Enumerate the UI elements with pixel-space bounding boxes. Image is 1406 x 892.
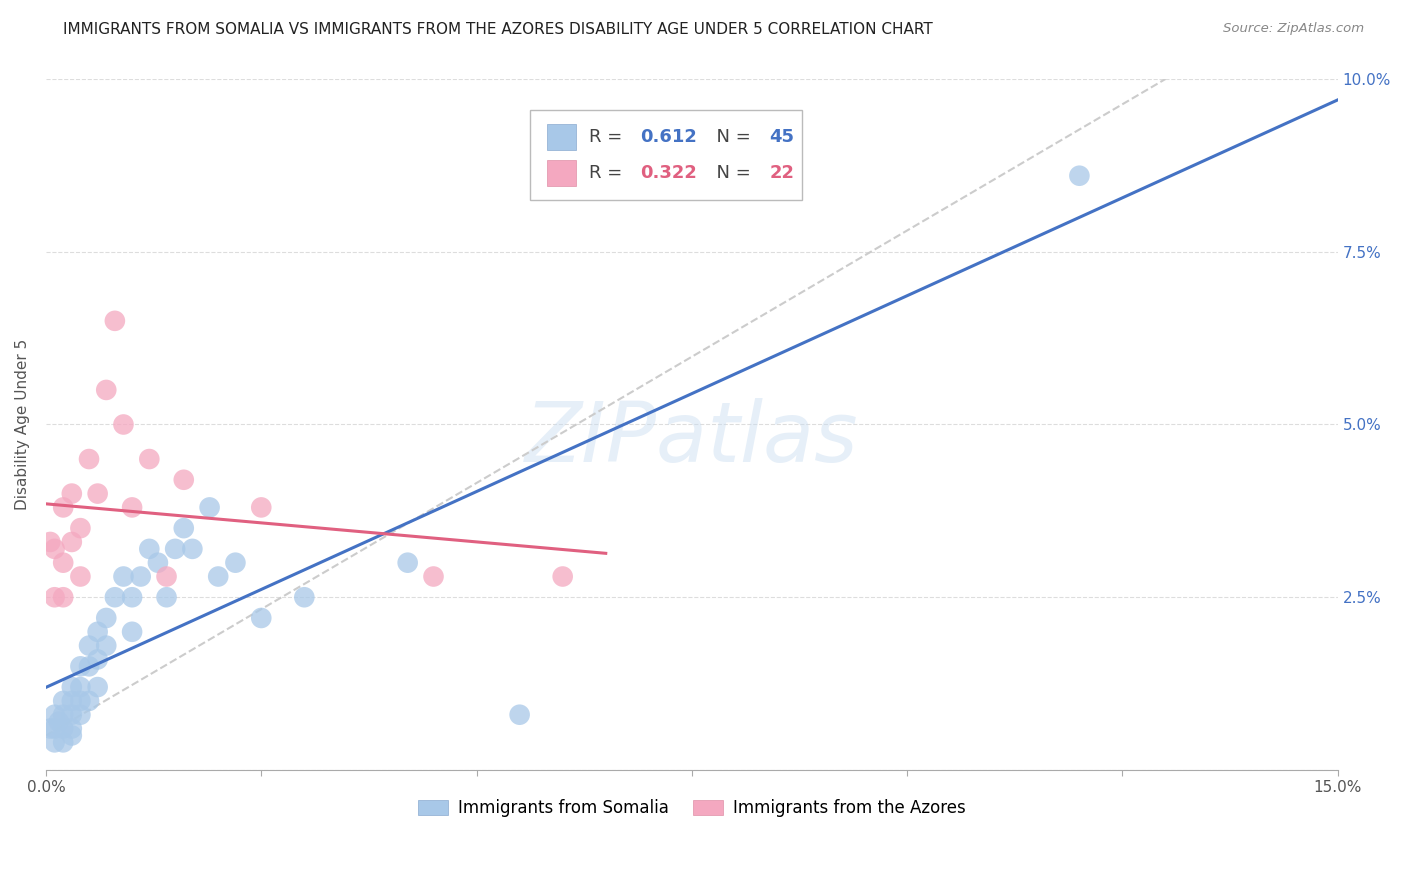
Point [52,591,75,605]
Point [60,486,83,500]
Point [198,500,221,515]
FancyBboxPatch shape [547,160,575,186]
Point [44,722,66,736]
Point [69,659,91,673]
Text: IMMIGRANTS FROM SOMALIA VS IMMIGRANTS FROM THE AZORES DISABILITY AGE UNDER 5 COR: IMMIGRANTS FROM SOMALIA VS IMMIGRANTS FR… [63,22,934,37]
Point [396,556,419,570]
Point [44,707,66,722]
Point [292,591,315,605]
Text: 22: 22 [769,164,794,182]
Point [39,722,62,736]
Point [77,639,100,653]
Point [60,680,83,694]
Point [96,611,118,625]
Point [112,569,135,583]
Legend: Immigrants from Somalia, Immigrants from the Azores: Immigrants from Somalia, Immigrants from… [411,792,973,824]
Point [155,591,177,605]
Point [165,541,187,556]
Point [44,735,66,749]
Point [86,652,108,666]
Point [551,569,574,583]
Point [96,639,118,653]
Text: 0.322: 0.322 [640,164,697,182]
Point [60,728,83,742]
Text: Source: ZipAtlas.com: Source: ZipAtlas.com [1223,22,1364,36]
Point [224,556,246,570]
Point [77,452,100,467]
Point [509,707,531,722]
Point [69,694,91,708]
Point [60,722,83,736]
Point [86,680,108,694]
Point [86,624,108,639]
Text: 45: 45 [769,128,794,146]
Point [250,611,273,625]
Point [52,735,75,749]
Point [69,680,91,694]
Text: R =: R = [589,164,627,182]
Point [181,541,204,556]
Point [39,535,62,549]
Point [52,500,75,515]
Point [77,694,100,708]
Text: N =: N = [704,164,756,182]
Point [155,569,177,583]
Text: 0.612: 0.612 [640,128,697,146]
Text: ZIPatlas: ZIPatlas [524,398,859,479]
Point [86,486,108,500]
Point [129,569,152,583]
Point [69,569,91,583]
Text: N =: N = [704,128,756,146]
Y-axis label: Disability Age Under 5: Disability Age Under 5 [15,339,30,510]
Point [77,659,100,673]
Point [1069,169,1091,183]
Point [207,569,229,583]
Point [138,452,160,467]
Point [146,556,169,570]
Point [52,694,75,708]
Point [44,591,66,605]
Point [121,500,143,515]
Point [69,707,91,722]
Point [121,591,143,605]
Point [173,473,195,487]
Point [104,314,127,328]
Point [60,707,83,722]
Point [60,535,83,549]
Point [250,500,273,515]
Point [52,722,75,736]
Text: R =: R = [589,128,627,146]
Point [138,541,160,556]
Point [60,694,83,708]
Point [69,521,91,535]
Point [173,521,195,535]
Point [52,556,75,570]
Point [44,541,66,556]
Point [104,591,127,605]
FancyBboxPatch shape [547,124,575,150]
Point [48,714,70,729]
Point [52,707,75,722]
Point [422,569,444,583]
Point [112,417,135,432]
FancyBboxPatch shape [530,110,801,200]
Point [96,383,118,397]
Point [121,624,143,639]
